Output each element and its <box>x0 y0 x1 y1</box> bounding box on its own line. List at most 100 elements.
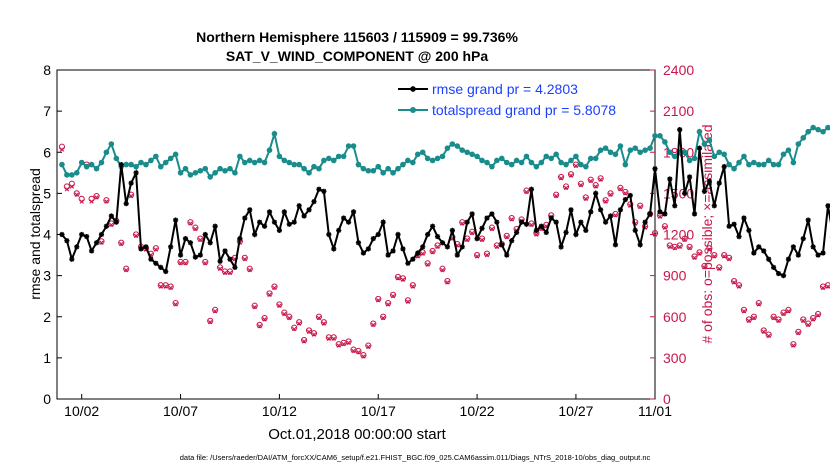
possible-obs-marker <box>824 282 830 289</box>
totalspread-point <box>474 153 480 160</box>
rmse-point <box>148 256 154 262</box>
possible-obs-marker <box>814 310 822 318</box>
totalspread-point <box>721 151 727 158</box>
rmse-point <box>182 236 189 242</box>
assimilated-obs-marker <box>400 277 406 282</box>
totalspread-point <box>671 153 678 160</box>
totalspread-point <box>667 149 673 156</box>
possible-obs-marker <box>73 190 80 197</box>
legend-spread-marker <box>410 107 416 113</box>
assimilated-obs-marker <box>262 317 267 322</box>
assimilated-obs-marker <box>702 265 707 270</box>
rmse-point <box>207 240 213 246</box>
rmse-point <box>736 233 742 240</box>
rmse-point <box>291 219 297 225</box>
rmse-point <box>627 192 633 199</box>
rmse-point <box>469 211 475 217</box>
totalspread-point <box>785 147 792 153</box>
rmse-point <box>449 227 455 233</box>
rmse-point <box>499 242 505 248</box>
possible-obs-marker <box>212 306 219 313</box>
rmse-point <box>306 207 312 213</box>
assimilated-obs-marker <box>825 284 830 289</box>
totalspread-point <box>755 161 762 168</box>
assimilated-obs-marker <box>746 318 752 324</box>
assimilated-obs-marker <box>637 204 643 210</box>
y2-tick-label: 900 <box>663 268 687 284</box>
rmse-point <box>370 236 376 242</box>
assimilated-obs-marker <box>682 237 687 243</box>
rmse-point <box>415 250 421 256</box>
assimilated-obs-marker <box>193 226 198 232</box>
legend-rmse-label: rmse grand pr = 4.2803 <box>432 81 578 97</box>
possible-obs-marker <box>651 230 659 237</box>
totalspread-point <box>113 155 120 162</box>
totalspread-point <box>538 159 545 166</box>
rmse-point <box>64 238 70 244</box>
rmse-point <box>741 215 747 221</box>
totalspread-point <box>153 153 159 160</box>
rmse-point <box>173 217 179 223</box>
assimilated-obs-marker <box>74 192 79 197</box>
y-tick-label: 8 <box>43 62 51 78</box>
totalspread-point <box>251 159 258 166</box>
y-tick-label: 1 <box>43 350 51 366</box>
rmse-point <box>326 231 332 238</box>
assimilated-obs-marker <box>371 322 376 328</box>
assimilated-obs-marker <box>109 222 114 228</box>
totalspread-point <box>627 147 634 153</box>
assimilated-obs-marker <box>766 333 771 339</box>
totalspread-point <box>326 155 332 162</box>
rmse-point <box>79 231 85 238</box>
totalspread-point <box>498 155 505 162</box>
assimilated-obs-marker <box>534 232 539 237</box>
rmse-point <box>578 219 584 225</box>
assimilated-obs-marker <box>474 254 480 259</box>
rmse-point <box>632 227 638 233</box>
totalspread-point <box>405 157 411 164</box>
totalspread-point <box>642 147 648 153</box>
assimilated-obs-marker <box>287 315 292 321</box>
rmse-point <box>217 258 223 264</box>
y2-tick-label: 2400 <box>663 62 694 78</box>
rmse-point <box>276 227 282 233</box>
assimilated-obs-marker <box>657 214 663 219</box>
rmse-point <box>657 209 663 215</box>
rmse-point <box>360 250 367 256</box>
rmse-point <box>538 223 544 229</box>
rmse-point <box>518 219 525 225</box>
totalspread-point <box>543 153 550 160</box>
rmse-point <box>677 127 683 133</box>
rmse-point <box>583 227 589 233</box>
possible-obs-marker <box>483 250 491 257</box>
rmse-point <box>410 256 416 262</box>
totalspread-point <box>558 159 564 166</box>
possible-obs-marker <box>577 180 584 187</box>
totalspread-point <box>523 153 530 160</box>
possible-obs-marker <box>429 247 436 255</box>
totalspread-point <box>578 161 584 168</box>
assimilated-obs-marker <box>104 199 109 204</box>
rmse-point <box>345 219 352 225</box>
assimilated-obs-marker <box>786 309 791 314</box>
possible-obs-marker <box>716 264 723 271</box>
totalspread-point <box>340 153 347 160</box>
totalspread-point <box>815 126 821 133</box>
rmse-point <box>187 240 194 246</box>
possible-obs-marker <box>320 319 327 326</box>
possible-obs-marker <box>795 328 802 335</box>
totalspread-point <box>479 157 485 164</box>
assimilated-obs-marker <box>173 302 178 307</box>
possible-obs-marker <box>78 195 85 202</box>
y-tick-label: 0 <box>43 391 51 407</box>
rmse-point <box>163 268 169 275</box>
possible-obs-marker <box>286 313 293 320</box>
possible-obs-marker <box>637 202 644 209</box>
possible-obs-marker <box>246 265 253 272</box>
possible-obs-marker <box>123 265 130 272</box>
totalspread-point <box>469 151 475 158</box>
totalspread-point <box>237 153 243 160</box>
assimilated-obs-marker <box>603 199 608 204</box>
rmse-point <box>390 248 396 254</box>
totalspread-point <box>741 153 747 160</box>
